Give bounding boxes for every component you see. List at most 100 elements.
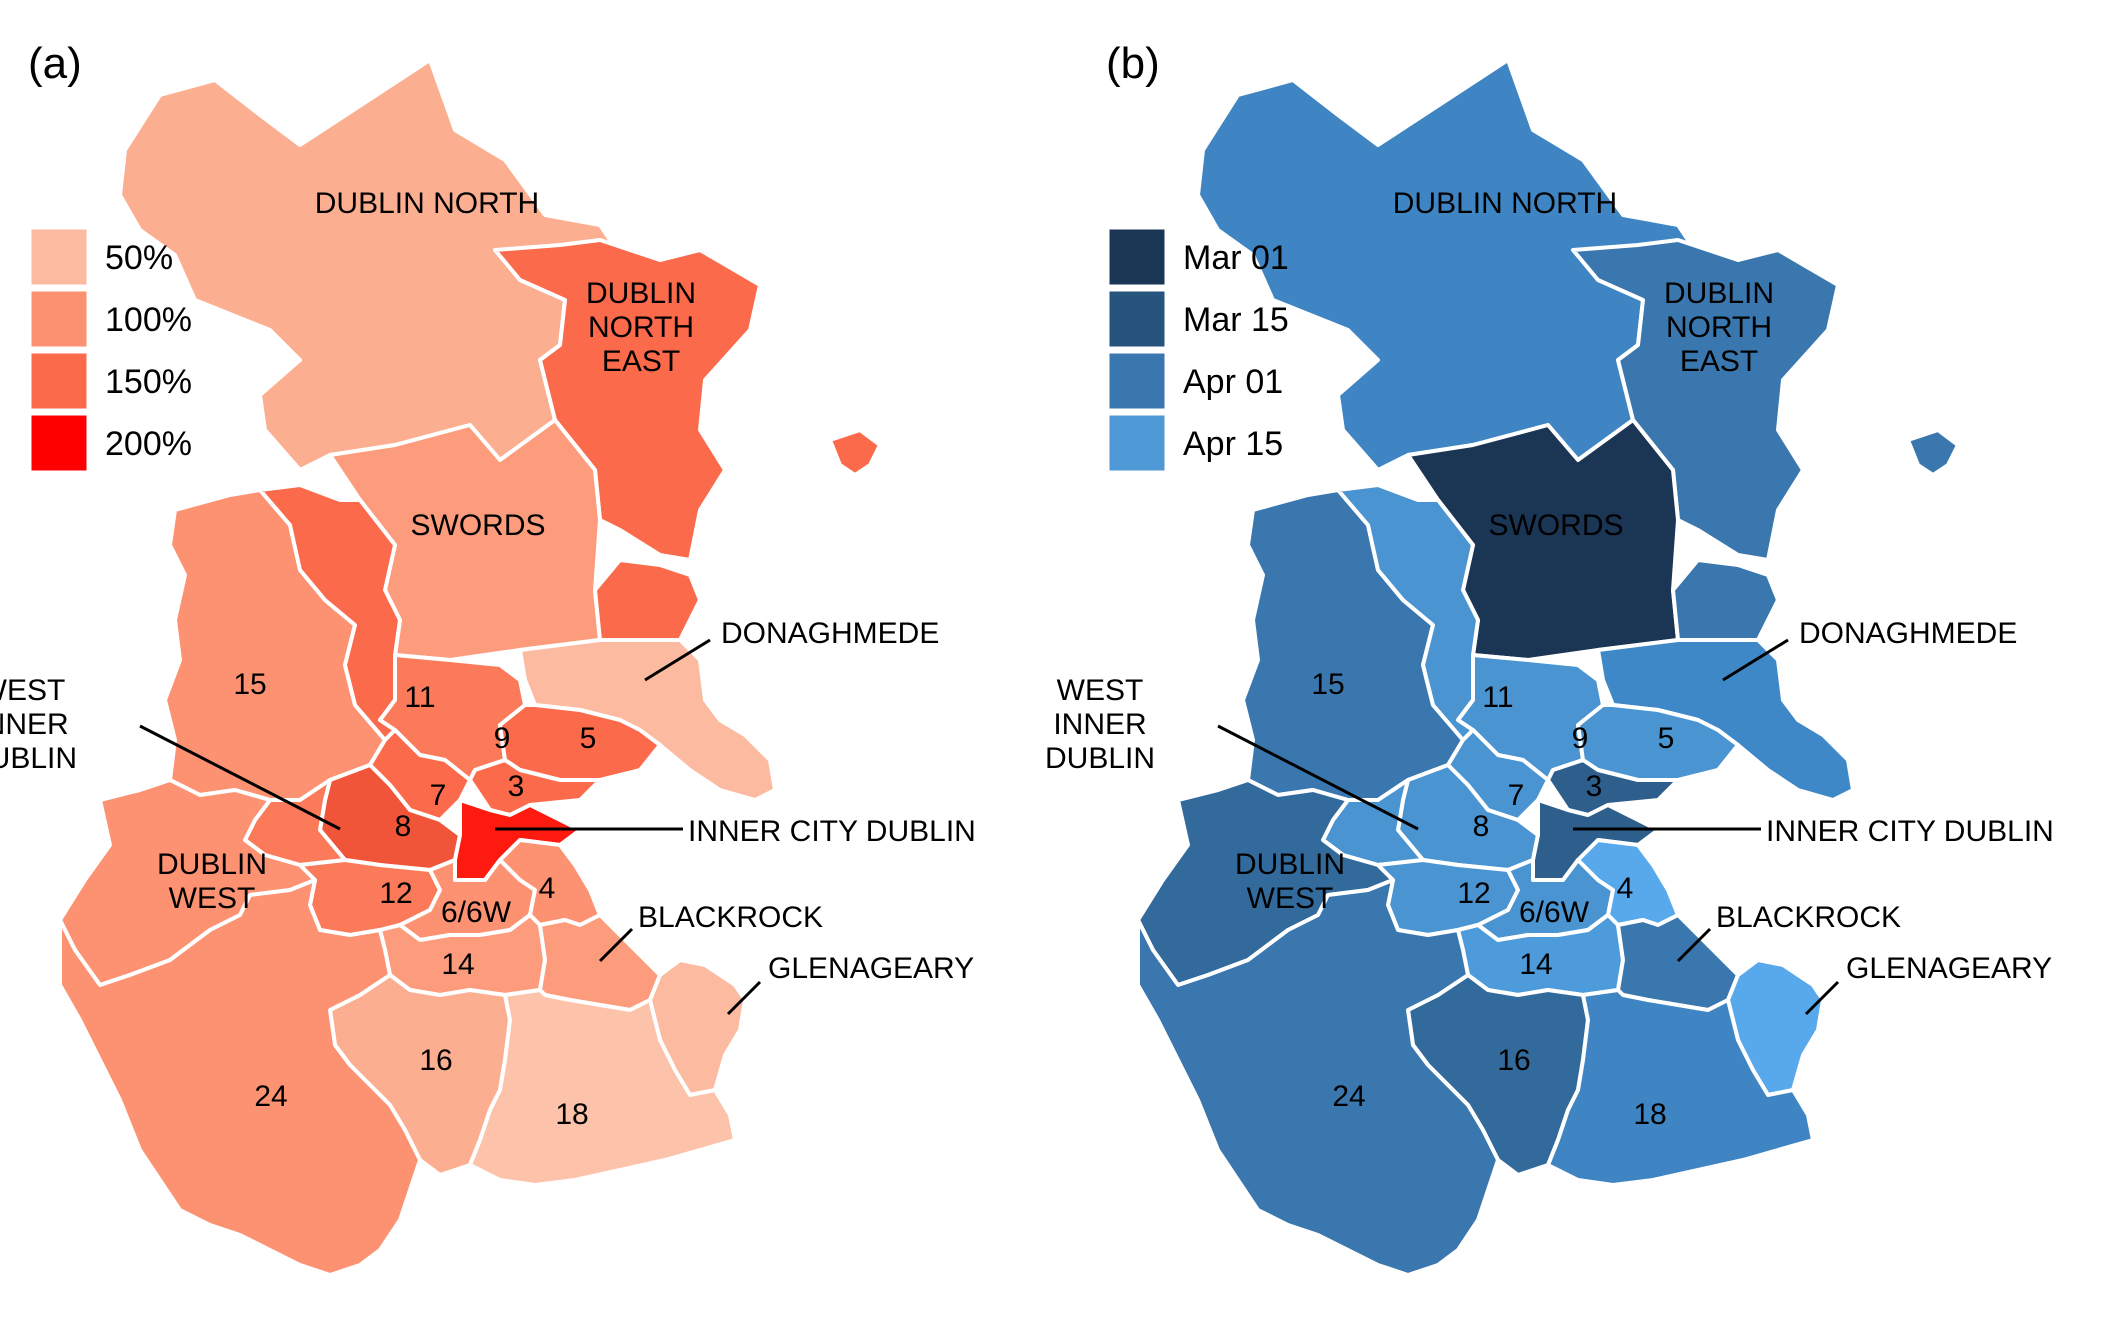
legend-label: Mar 01 (1183, 239, 1289, 277)
label-d16: 16 (419, 1044, 452, 1077)
legend-label: 200% (105, 425, 192, 463)
label-d14: 14 (441, 948, 474, 981)
label-d5: 5 (1658, 722, 1675, 755)
label-inner-city: INNER CITY DUBLIN (688, 815, 976, 848)
label-dublin-north: DUBLIN NORTH (1393, 187, 1617, 220)
legend-label: 150% (105, 363, 192, 401)
label-dublin-north-east: DUBLIN NORTH EAST (586, 277, 696, 378)
label-d24: 24 (1332, 1080, 1365, 1113)
label-d4: 4 (539, 872, 556, 905)
label-line: DUBLIN (0, 742, 77, 775)
label-d3: 3 (1586, 770, 1603, 803)
leader-line-glenageary (1804, 980, 1840, 1016)
district-d24 (58, 878, 422, 1277)
label-d18: 18 (555, 1098, 588, 1131)
label-line: DUBLIN (1235, 848, 1345, 881)
district-layer (1136, 58, 1960, 1277)
label-d3: 3 (508, 770, 525, 803)
label-line: WEST (1057, 674, 1144, 707)
panel-b: (b) Mar 01 Mar 15 Apr 01 Apr 15 DUBLIN NORTH S… (1045, 39, 2054, 1277)
label-dublin-west: DUBLIN WEST (157, 848, 267, 915)
label-d9: 9 (494, 722, 511, 755)
label-d7: 7 (1508, 779, 1525, 812)
label-line: DUBLIN (586, 277, 696, 310)
label-d5: 5 (580, 722, 597, 755)
region-labels: DUBLIN NORTH SWORDS 15 11 9 5 7 3 8 12 6/6W 4 14 16 24… (0, 187, 696, 1131)
label-line: DUBLIN (157, 848, 267, 881)
label-line: WEST (169, 882, 256, 915)
legend: Mar 01 Mar 15 Apr 01 Apr 15 (1106, 226, 1289, 474)
label-blackrock: BLACKROCK (1716, 901, 1901, 934)
leader-line-donaghmede (644, 638, 711, 682)
legend-swatch (28, 226, 90, 288)
legend-swatch (28, 350, 90, 412)
callouts: DONAGHMEDE INNER CITY DUBLIN BLACKROCK GLEN… (1217, 617, 2054, 1016)
label-dublin-west: DUBLIN WEST (1235, 848, 1345, 915)
label-d9: 9 (1572, 722, 1589, 755)
legend-label: Mar 15 (1183, 301, 1289, 339)
district-island (1906, 428, 1960, 477)
label-line: INNER (1053, 708, 1146, 741)
label-d18: 18 (1633, 1098, 1666, 1131)
district-d18 (1546, 988, 1815, 1187)
label-line: DUBLIN (1664, 277, 1774, 310)
label-dublin-north-east: DUBLIN NORTH EAST (1664, 277, 1774, 378)
legend-swatch (1106, 350, 1168, 412)
label-swords: SWORDS (411, 509, 546, 542)
label-d6: 6/6W (441, 896, 512, 929)
panel-label-b: (b) (1106, 39, 1160, 88)
label-d15: 15 (1311, 668, 1344, 701)
leader-line-glenageary (726, 980, 762, 1016)
district-dublin-north-east (1571, 238, 1840, 562)
legend-label: 100% (105, 301, 192, 339)
legend-swatch (28, 288, 90, 350)
label-d12: 12 (379, 877, 412, 910)
legend-swatch (1106, 288, 1168, 350)
leader-line-blackrock (598, 927, 634, 963)
callouts: DONAGHMEDE INNER CITY DUBLIN BLACKROCK GLEN… (139, 617, 976, 1016)
label-glenageary: GLENAGEARY (768, 952, 974, 985)
label-line: DUBLIN (1045, 742, 1155, 775)
legend-swatch (28, 412, 90, 474)
leader-line-west-inner (139, 724, 341, 831)
label-d4: 4 (1617, 872, 1634, 905)
label-donaghmede: DONAGHMEDE (721, 617, 939, 650)
label-swords: SWORDS (1489, 509, 1624, 542)
label-d24: 24 (254, 1080, 287, 1113)
district-layer (58, 58, 882, 1277)
label-dublin-north: DUBLIN NORTH (315, 187, 539, 220)
label-d7: 7 (430, 779, 447, 812)
label-line: NORTH (1666, 311, 1772, 344)
label-donaghmede: DONAGHMEDE (1799, 617, 2017, 650)
label-d8: 8 (395, 810, 412, 843)
label-d16: 16 (1497, 1044, 1530, 1077)
legend-swatch (1106, 226, 1168, 288)
legend-label: Apr 01 (1183, 363, 1283, 401)
label-line: WEST (1247, 882, 1334, 915)
label-line: NORTH (588, 311, 694, 344)
label-d11: 11 (1482, 681, 1513, 714)
region-labels: DUBLIN NORTH SWORDS 15 11 9 5 7 3 8 12 6/6W 4 14 16 24… (1045, 187, 1774, 1131)
legend-label: Apr 15 (1183, 425, 1283, 463)
panel-a: (a) 50% 100% 150% 200% DUBLIN NORTH SWORDS 15 11… (0, 39, 976, 1277)
legend-swatch (1106, 412, 1168, 474)
label-d12: 12 (1457, 877, 1490, 910)
label-line: WEST (0, 674, 65, 707)
leader-line-west-inner (1217, 724, 1419, 831)
district-d24 (1136, 878, 1500, 1277)
district-dublin-north-east (493, 238, 762, 562)
district-d18 (468, 988, 737, 1187)
legend-label: 50% (105, 239, 173, 277)
district-island (828, 428, 882, 477)
label-glenageary: GLENAGEARY (1846, 952, 2052, 985)
label-d15: 15 (233, 668, 266, 701)
label-line: INNER (0, 708, 69, 741)
leader-line-donaghmede (1722, 638, 1789, 682)
leader-line-blackrock (1676, 927, 1712, 963)
label-blackrock: BLACKROCK (638, 901, 823, 934)
legend: 50% 100% 150% 200% (28, 226, 192, 474)
